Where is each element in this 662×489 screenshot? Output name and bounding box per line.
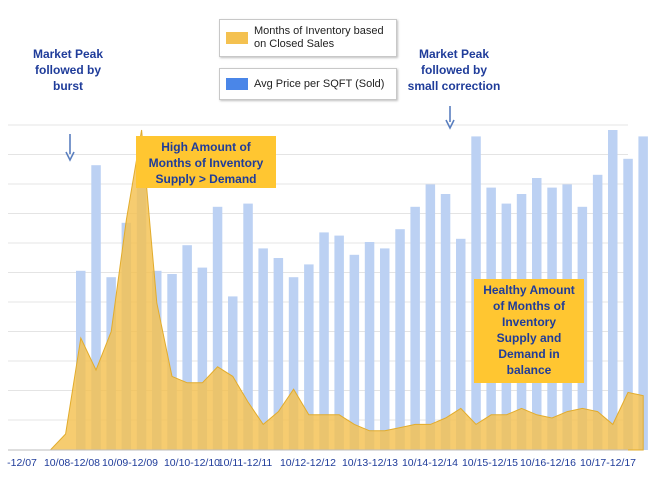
- annotation-line: Months of Inventory: [148, 156, 264, 170]
- legend-area-label: Months of Inventory based on Closed Sale…: [254, 25, 384, 50]
- bar: [167, 274, 177, 450]
- bar: [243, 203, 253, 450]
- annotation-line: small correction: [407, 79, 501, 93]
- legend-bar-swatch: [226, 78, 248, 90]
- bar: [380, 248, 390, 450]
- bar: [410, 206, 420, 450]
- bar: [592, 174, 603, 451]
- bar: [608, 130, 618, 450]
- bar: [395, 229, 405, 450]
- annotation-line: Market Peak: [32, 47, 104, 61]
- annotation-line: followed by: [35, 63, 101, 77]
- bar: [638, 136, 648, 450]
- legend-area-entry: Months of Inventory based on Closed Sale…: [219, 19, 397, 57]
- legend-bar-entry: Avg Price per SQFT (Sold): [219, 68, 397, 100]
- bar: [258, 248, 268, 450]
- annotation-high-inventory: High Amount of Months of Inventory Suppl…: [136, 136, 276, 188]
- arrow-head: [65, 151, 75, 162]
- annotation-line: burst: [53, 79, 83, 93]
- bar: [197, 267, 208, 450]
- bar: [440, 194, 451, 450]
- annotation-line: Demand in: [498, 347, 560, 361]
- x-tick-label: 10/08-12/08: [44, 457, 100, 469]
- bar: [334, 235, 344, 450]
- annotation-arrows: [65, 106, 455, 162]
- annotation-line: of Months of: [493, 299, 565, 313]
- annotation-line: followed by: [421, 63, 487, 77]
- bar: [425, 184, 436, 450]
- bar: [182, 245, 192, 450]
- x-tick-label: 10/12-12/12: [280, 457, 336, 469]
- bar: [364, 242, 375, 450]
- bar: [456, 238, 466, 450]
- bar: [349, 254, 360, 450]
- annotation-market-peak-correction: Market Peak followed by small correction: [398, 46, 510, 94]
- area-series: [20, 129, 644, 451]
- annotation-line: balance: [506, 363, 552, 377]
- annotation-line: Supply > Demand: [155, 172, 257, 186]
- x-tick-label: 10/09-12/09: [102, 457, 158, 469]
- x-tick-label: 10/15-12/15: [462, 457, 518, 469]
- bar: [91, 165, 101, 450]
- x-tick-label: 10/13-12/13: [342, 457, 398, 469]
- annotation-market-peak-burst: Market Peak followed by burst: [18, 46, 118, 94]
- annotation-line: Market Peak: [418, 47, 490, 61]
- x-tick-label: -12/07: [7, 457, 37, 469]
- bar: [212, 206, 223, 450]
- area-fill: [20, 129, 644, 451]
- x-tick-label: 10/10-12/10: [164, 457, 220, 469]
- bar: [319, 232, 329, 450]
- annotation-line: High Amount of: [161, 140, 251, 154]
- legend-area-swatch: [226, 32, 248, 44]
- annotation-line: Inventory: [501, 315, 556, 329]
- x-tick-label: 10/11-12/11: [218, 457, 273, 469]
- bar: [273, 258, 284, 450]
- annotation-line: Healthy Amount: [483, 283, 575, 297]
- x-tick-labels: -12/07 10/08-12/08 10/09-12/09 10/10-12/101…: [7, 457, 636, 469]
- annotation-line: Supply and: [496, 331, 562, 345]
- arrow-head: [445, 119, 455, 130]
- x-tick-label: 10/16-12/16: [520, 457, 576, 469]
- annotation-healthy-inventory: Healthy Amount of Months of Inventory Su…: [474, 279, 584, 383]
- bar: [623, 158, 633, 451]
- bar: [288, 277, 299, 450]
- x-tick-label: 10/17-12/17: [580, 457, 636, 469]
- x-tick-label: 10/14-12/14: [402, 457, 458, 469]
- bar: [228, 296, 238, 450]
- bar: [304, 264, 314, 450]
- legend-bar-label: Avg Price per SQFT (Sold): [254, 78, 385, 90]
